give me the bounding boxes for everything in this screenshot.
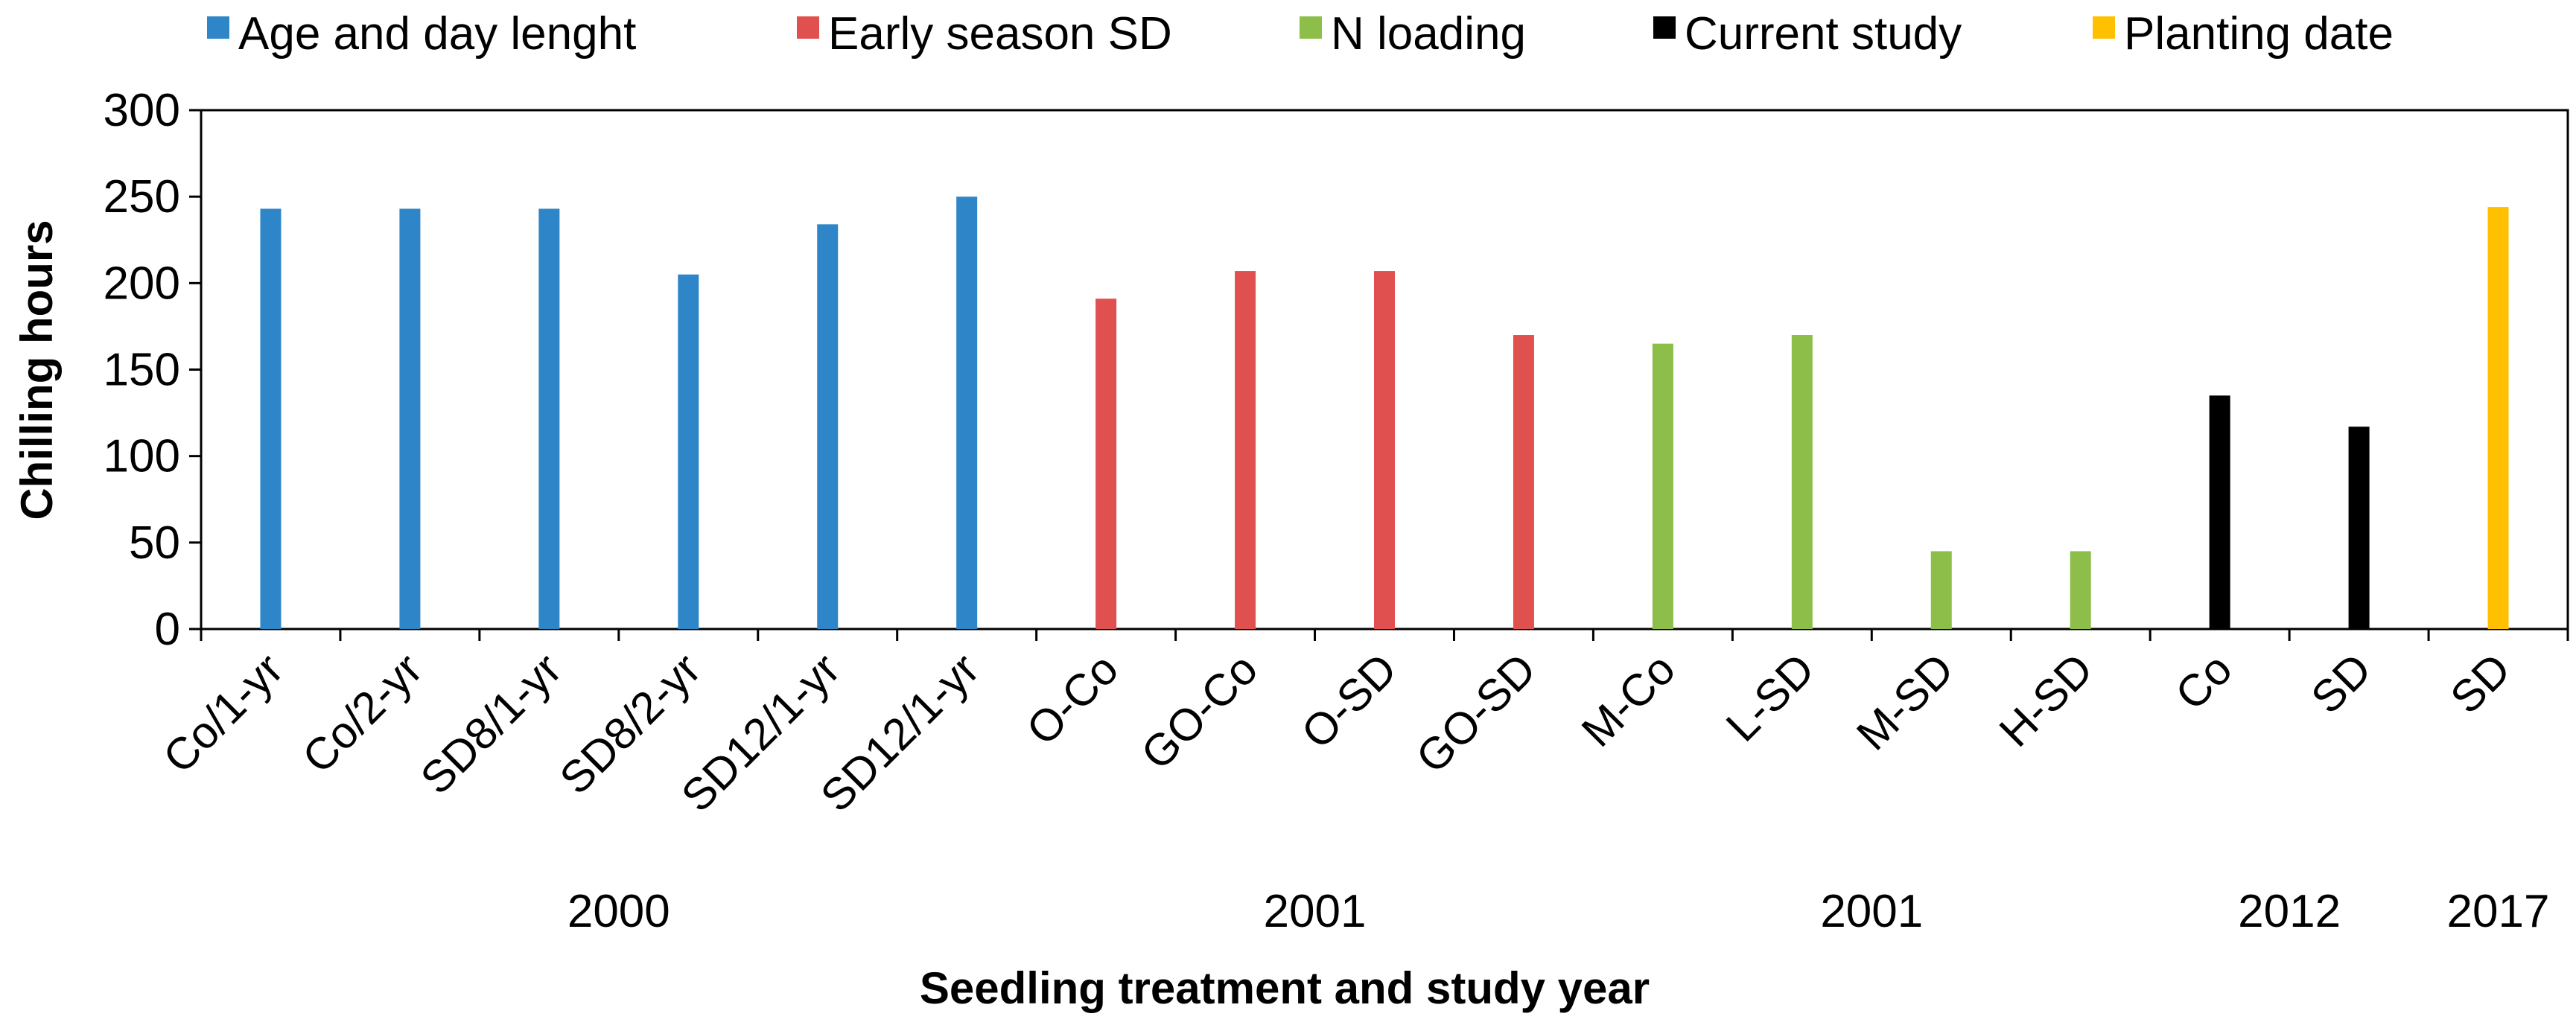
legend-swatch [2093, 16, 2115, 39]
bar [1791, 335, 1813, 629]
y-tick-label: 200 [104, 258, 180, 309]
bar [2070, 551, 2091, 629]
x-tick-label: L-SD [1717, 644, 1824, 751]
legend-label: Current study [1685, 8, 1962, 60]
bar [1235, 271, 1256, 629]
bar [1513, 335, 1534, 629]
y-tick-label: 150 [104, 345, 180, 396]
year-label: 2001 [1820, 886, 1923, 937]
bar [2209, 395, 2230, 629]
bar [399, 208, 421, 629]
legend-swatch [1300, 16, 1322, 39]
bar [2487, 207, 2509, 629]
x-tick-label: SD [2440, 644, 2519, 723]
y-tick-label: 100 [104, 431, 180, 482]
bar [1374, 271, 1395, 629]
legend-label: Planting date [2124, 8, 2394, 60]
x-tick-label: O-Co [1017, 644, 1128, 755]
x-tick-label: M-SD [1847, 644, 1963, 760]
legend-swatch [797, 16, 819, 39]
x-tick-label: GO-Co [1132, 644, 1268, 779]
bar [678, 274, 699, 629]
y-tick-label: 250 [104, 171, 180, 223]
x-tick-label: SD8/1-yr [411, 644, 571, 804]
legend-label: Early season SD [828, 8, 1172, 60]
x-tick-label: Co/2-yr [293, 644, 431, 782]
y-tick-label: 0 [155, 604, 180, 655]
bar [817, 224, 839, 630]
x-axis-title: Seedling treatment and study year [920, 963, 1650, 1013]
y-axis-title: Chilling hours [12, 220, 62, 520]
x-tick-label: O-SD [1292, 644, 1406, 758]
year-label: 2012 [2238, 886, 2341, 937]
legend-swatch [1653, 16, 1676, 39]
x-tick-label: M-Co [1572, 644, 1685, 756]
bar [956, 197, 978, 630]
x-tick-label: SD [2301, 644, 2380, 723]
legend: Age and day lenght Early season SD N loadi… [207, 8, 2394, 60]
legend-label: Age and day lenght [238, 8, 636, 60]
year-label: 2001 [1264, 886, 1367, 937]
year-label: 2000 [567, 886, 670, 937]
bar [538, 208, 560, 629]
plot-area: 0 50 100 150 200 250 300 [104, 85, 2569, 655]
x-tick-label: H-SD [1990, 644, 2102, 756]
y-tick-label: 300 [104, 85, 180, 136]
legend-swatch [207, 16, 229, 39]
bar [2348, 427, 2370, 629]
year-group-labels: 2000 2001 2001 2012 2017 [567, 886, 2550, 937]
bar [1652, 343, 1673, 629]
x-tick-label: GO-SD [1407, 644, 1545, 782]
y-tick-label: 50 [129, 517, 180, 569]
bar [260, 208, 282, 629]
x-tick-label: Co [2166, 644, 2242, 720]
bar [1930, 551, 1952, 629]
legend-label: N loading [1331, 8, 1526, 60]
year-label: 2017 [2447, 886, 2550, 937]
x-tick-label: Co/1-yr [153, 644, 292, 782]
bar [1095, 299, 1117, 629]
x-tick-labels: Co/1-yr Co/2-yrSD8/1-yrSD8/2-yrSD12/1-yrS… [153, 644, 2520, 821]
